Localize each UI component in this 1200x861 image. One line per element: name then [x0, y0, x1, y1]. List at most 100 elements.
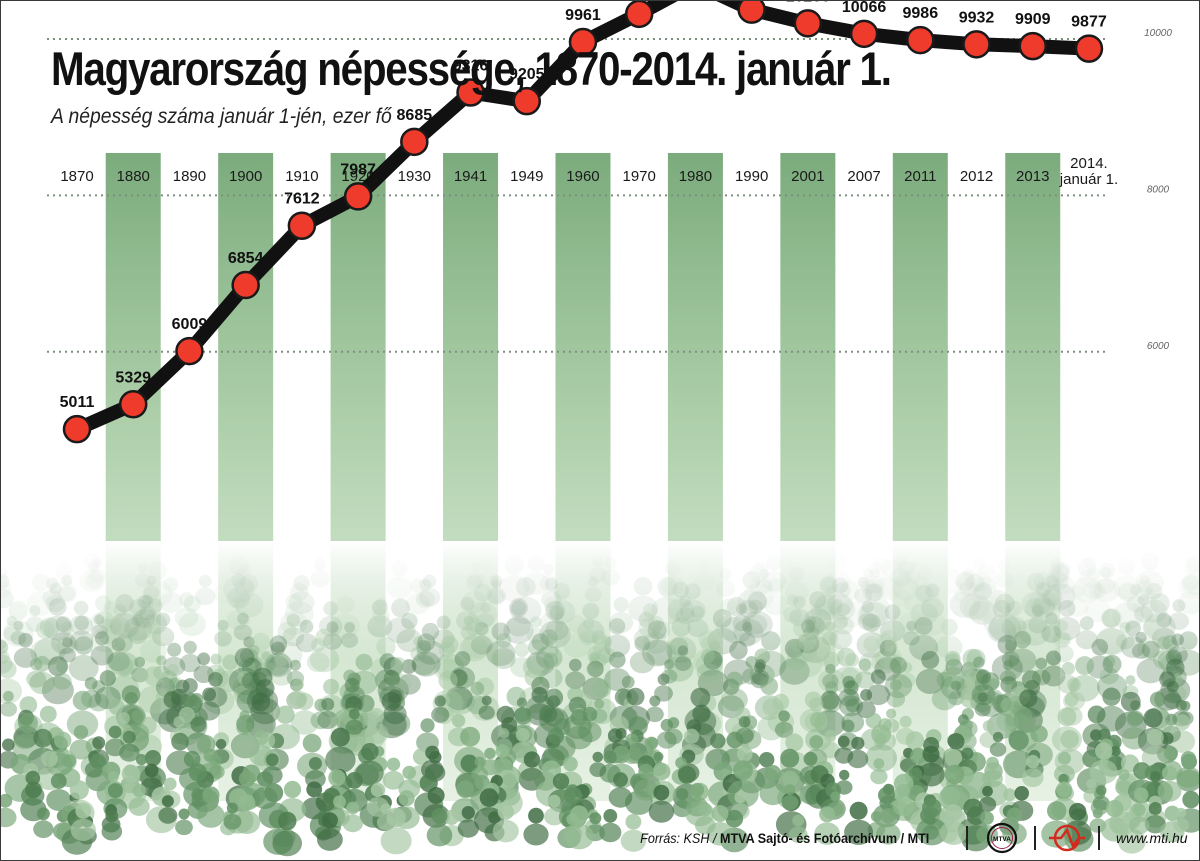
crowd-body — [382, 711, 411, 736]
crowd-head — [143, 666, 164, 686]
crowd-body — [523, 823, 549, 846]
crowd-body — [974, 702, 991, 717]
crowd-head — [1134, 787, 1149, 802]
crowd-head — [333, 795, 346, 809]
crowd-head — [283, 780, 302, 799]
crowd-head — [621, 675, 635, 689]
crowd-head — [461, 806, 475, 820]
crowd-head — [1087, 705, 1106, 724]
crowd-head — [361, 743, 379, 761]
crowd-head — [41, 750, 58, 768]
crowd-head — [922, 798, 942, 818]
crowd-head — [1047, 801, 1067, 821]
data-point-1910 — [287, 211, 317, 240]
crowd-head — [203, 748, 218, 763]
crowd-head — [1, 793, 13, 808]
crowd-body — [599, 822, 622, 843]
crowd-body — [565, 671, 586, 690]
crowd-head — [348, 708, 360, 720]
crowd-head — [780, 748, 800, 768]
website-link[interactable]: www.mti.hu — [1116, 830, 1188, 846]
crowd-head — [386, 757, 401, 771]
crowd-body — [101, 822, 123, 841]
crowd-head — [321, 697, 335, 711]
crowd-body — [364, 723, 389, 744]
crowd-head — [824, 729, 837, 742]
data-point-1990 — [737, 1, 766, 24]
data-point-1970 — [624, 1, 654, 29]
mti-logo — [1049, 824, 1085, 852]
crowd-body — [342, 814, 363, 833]
crowd-head — [135, 754, 148, 766]
crowd-head — [667, 717, 680, 729]
crowd-body — [1041, 665, 1066, 687]
crowd-head — [178, 808, 190, 820]
data-point-2012 — [962, 30, 991, 59]
source-credit: Forrás: KSH / MTVA Sajtó- és Fotóarchívu… — [640, 830, 929, 846]
crowd-head — [514, 707, 532, 725]
crowd-head — [1, 660, 17, 679]
crowd-head — [1030, 725, 1048, 743]
crowd-head — [594, 698, 605, 709]
crowd-head — [84, 677, 98, 690]
crowd-head — [615, 728, 627, 740]
crowd-body — [380, 827, 412, 855]
crowd-head — [880, 808, 896, 824]
crowd-head — [977, 692, 988, 703]
data-point-1870 — [62, 414, 92, 444]
crowd-body — [245, 711, 276, 738]
crowd-head — [370, 782, 385, 798]
crowd-head — [516, 697, 528, 708]
crowd-head — [444, 809, 460, 826]
data-point-2011 — [906, 25, 935, 55]
crowd-body — [376, 814, 395, 831]
crowd-body — [1086, 655, 1114, 679]
crowd-body — [46, 789, 72, 811]
crowd-head — [302, 733, 322, 753]
data-point-1920 — [343, 182, 373, 211]
crowd-body — [814, 822, 840, 845]
chart-title: Magyarország népessége, 1870-2014. januá… — [51, 42, 892, 95]
crowd-head — [69, 780, 89, 800]
crowd-head — [125, 692, 138, 705]
crowd-head — [830, 791, 841, 802]
data-label-2012: 9932 — [959, 9, 995, 26]
data-label-1870: 5011 — [60, 394, 95, 411]
crowd-head — [841, 719, 855, 733]
crowd-head — [215, 738, 227, 750]
crowd-head — [132, 784, 146, 798]
crowd-head — [552, 773, 570, 790]
crowd-head — [734, 791, 747, 804]
crowd-head — [1086, 778, 1097, 790]
crowd-body — [544, 807, 565, 826]
x-tick-label: 1970 — [623, 168, 656, 185]
crowd-head — [474, 756, 485, 767]
data-point-1930 — [400, 127, 429, 157]
crowd-head — [321, 812, 338, 829]
crowd-head — [39, 705, 57, 723]
crowd-body — [88, 693, 109, 712]
data-point-1941 — [456, 78, 485, 107]
x-tick-label: 2014. január 1. — [1059, 155, 1118, 188]
crowd-head — [625, 813, 642, 830]
crowd-head — [479, 788, 499, 807]
crowd-head — [144, 750, 162, 767]
crowd-body — [608, 787, 633, 808]
crowd-body — [325, 746, 356, 774]
crowd-head — [922, 745, 940, 763]
crowd-head — [1060, 730, 1079, 749]
crowd-head — [870, 811, 882, 822]
data-label-1880: 5329 — [115, 369, 151, 386]
crowd-head — [264, 783, 284, 803]
crowd-head — [107, 783, 123, 799]
data-label-1960: 9961 — [565, 7, 601, 24]
crowd-body — [818, 668, 846, 693]
mtva-logo: MTVA — [986, 822, 1018, 854]
x-tick-label: 1941 — [454, 168, 487, 185]
crowd-head — [626, 687, 645, 706]
data-label-1930: 8685 — [397, 107, 433, 124]
data-label-2013: 9909 — [1015, 11, 1051, 28]
crowd-body — [137, 685, 170, 714]
crowd-head — [202, 786, 220, 804]
crowd-head — [346, 801, 360, 815]
